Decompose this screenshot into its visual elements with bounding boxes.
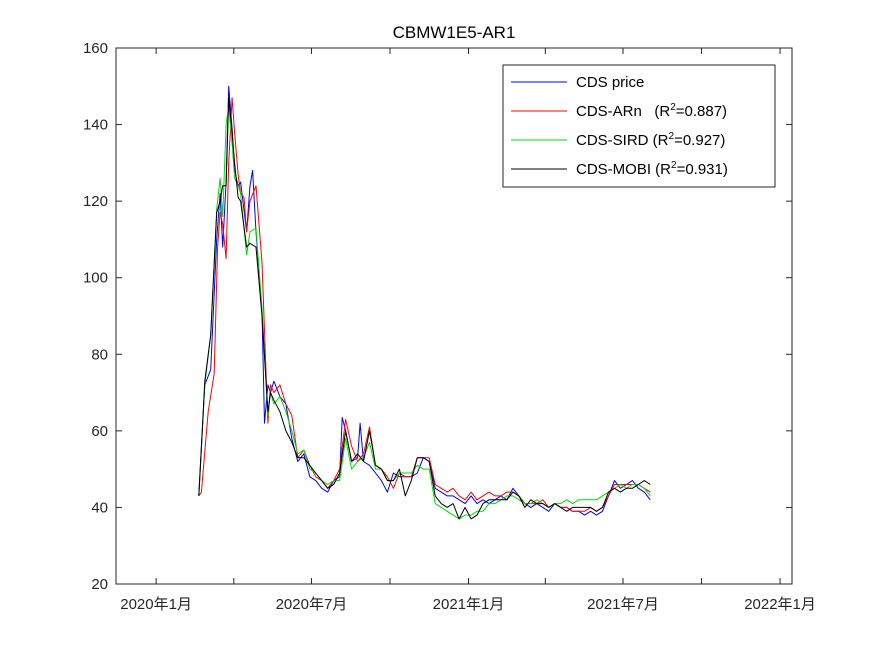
y-tick-label: 80 bbox=[91, 346, 108, 363]
x-tick-label: 2021年7月 bbox=[587, 596, 659, 613]
y-tick-label: 100 bbox=[83, 270, 108, 287]
series-line-cds-sird bbox=[198, 104, 651, 520]
legend-label-cds-price: CDS price bbox=[576, 74, 644, 91]
x-tick-label: 2022年1月 bbox=[744, 596, 816, 613]
y-tick-label: 120 bbox=[83, 193, 108, 210]
y-tick-label: 40 bbox=[91, 499, 108, 516]
chart-title: CBMW1E5-AR1 bbox=[393, 23, 516, 42]
x-axis: 2020年1月 2020年7月 2021年1月 2021年7月 2022年1月 bbox=[120, 48, 816, 613]
x-tick-label: 2020年7月 bbox=[276, 596, 348, 613]
legend-label-cds-sird: CDS-SIRD (R2=0.927) bbox=[576, 131, 725, 149]
legend-label-cds-arn: CDS-ARn (R2=0.887) bbox=[576, 102, 727, 120]
legend: CDS price CDS-ARn (R2=0.887) CDS-SIRD (R2=… bbox=[502, 64, 776, 188]
legend-label-cds-mobi: CDS-MOBI (R2=0.931) bbox=[576, 160, 728, 178]
y-axis: 20 40 60 80 100 120 140 160 bbox=[83, 40, 792, 593]
x-tick-label: 2021年1月 bbox=[433, 596, 505, 613]
axes-box bbox=[115, 47, 793, 585]
x-tick-label: 2020年1月 bbox=[120, 596, 192, 613]
series-layer bbox=[198, 85, 651, 520]
y-tick-label: 20 bbox=[91, 576, 108, 593]
y-tick-label: 60 bbox=[91, 423, 108, 440]
axes-layer bbox=[115, 47, 793, 585]
y-tick-label: 160 bbox=[83, 40, 108, 57]
y-tick-label: 140 bbox=[83, 117, 108, 134]
series-line-cds-mobi bbox=[198, 97, 651, 520]
legend-box bbox=[502, 64, 776, 188]
series-line-cds-arn bbox=[198, 97, 651, 512]
